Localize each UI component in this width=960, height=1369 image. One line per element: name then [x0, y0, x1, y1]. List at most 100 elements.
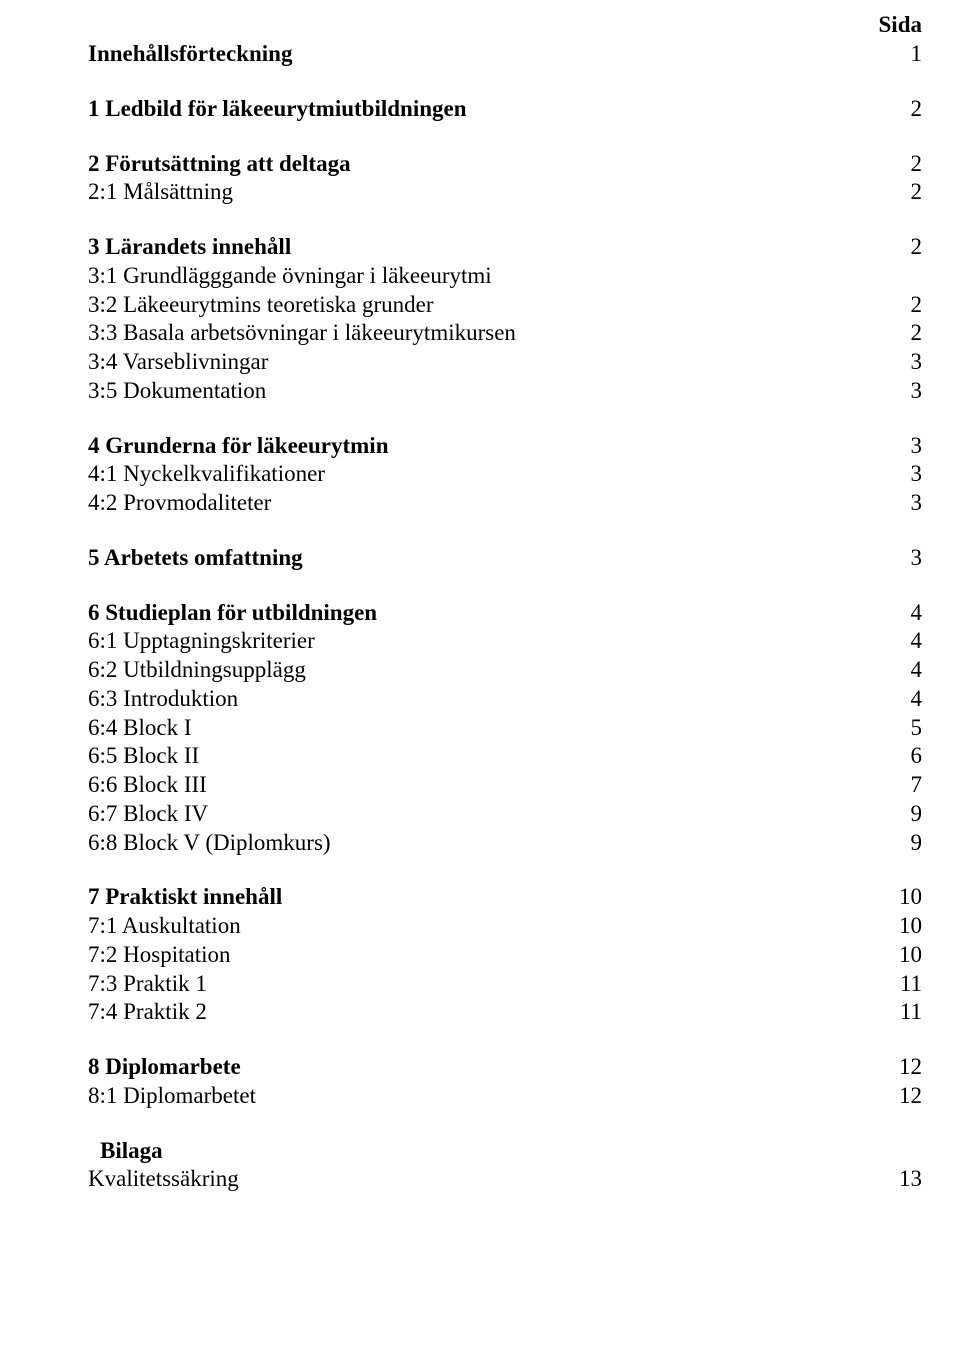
toc-row: Bilaga — [88, 1137, 932, 1166]
toc-gap — [88, 207, 932, 233]
toc-row: 4:2 Provmodaliteter3 — [88, 489, 932, 518]
toc-page-number: 2 — [866, 233, 932, 262]
toc-page-number: 2 — [866, 95, 932, 124]
toc-label: 4 Grunderna för läkeeurytmin — [88, 432, 866, 461]
toc-gap — [88, 1027, 932, 1053]
toc-gap — [88, 406, 932, 432]
toc-label: 3:3 Basala arbetsövningar i läkeeurytmik… — [88, 319, 866, 348]
toc-page-number: 2 — [866, 150, 932, 179]
toc-label: 8 Diplomarbete — [88, 1053, 866, 1082]
toc-page-number: 2 — [866, 291, 932, 320]
toc-label: Bilaga — [88, 1137, 866, 1166]
toc-gap — [88, 1111, 932, 1137]
table-of-contents: Innehållsförteckning11 Ledbild för läkee… — [88, 40, 932, 1194]
toc-row: 3:5 Dokumentation3 — [88, 377, 932, 406]
toc-page-number: 12 — [866, 1082, 932, 1111]
toc-row: 6 Studieplan för utbildningen4 — [88, 599, 932, 628]
toc-label: 2 Förutsättning att deltaga — [88, 150, 866, 179]
toc-row: 6:8 Block V (Diplomkurs)9 — [88, 829, 932, 858]
toc-page-number: 9 — [866, 800, 932, 829]
toc-page-number: 2 — [866, 178, 932, 207]
toc-label: 3:5 Dokumentation — [88, 377, 866, 406]
toc-gap — [88, 573, 932, 599]
toc-page-number: 5 — [866, 714, 932, 743]
toc-label: 6:3 Introduktion — [88, 685, 866, 714]
toc-label: 6:2 Utbildningsupplägg — [88, 656, 866, 685]
toc-row: Innehållsförteckning1 — [88, 40, 932, 69]
toc-page-number: 3 — [866, 348, 932, 377]
toc-page-number: 12 — [866, 1053, 932, 1082]
toc-page-number: 3 — [866, 489, 932, 518]
toc-page-number: 6 — [866, 742, 932, 771]
toc-page-number: 4 — [866, 656, 932, 685]
toc-row: 8 Diplomarbete12 — [88, 1053, 932, 1082]
toc-label: 3:2 Läkeeurytmins teoretiska grunder — [88, 291, 866, 320]
toc-row: 1 Ledbild för läkeeurytmiutbildningen2 — [88, 95, 932, 124]
toc-label: 6:1 Upptagningskriterier — [88, 627, 866, 656]
toc-label: 8:1 Diplomarbetet — [88, 1082, 866, 1111]
toc-row: 6:1 Upptagningskriterier4 — [88, 627, 932, 656]
toc-page-number: 4 — [866, 685, 932, 714]
toc-label: 2:1 Målsättning — [88, 178, 866, 207]
toc-row: 3:2 Läkeeurytmins teoretiska grunder2 — [88, 291, 932, 320]
toc-label: 3 Lärandets innehåll — [88, 233, 866, 262]
toc-label: 1 Ledbild för läkeeurytmiutbildningen — [88, 95, 866, 124]
toc-row: 6:6 Block III7 — [88, 771, 932, 800]
toc-row: 6:3 Introduktion4 — [88, 685, 932, 714]
toc-label: Innehållsförteckning — [88, 40, 866, 69]
toc-page-number: 1 — [866, 40, 932, 69]
toc-row: 3:1 Grundlägggande övningar i läkeeurytm… — [88, 262, 932, 291]
toc-label: Kvalitetssäkring — [88, 1165, 866, 1194]
toc-label: 6:7 Block IV — [88, 800, 866, 829]
toc-row: 4 Grunderna för läkeeurytmin3 — [88, 432, 932, 461]
toc-page-number: 11 — [866, 970, 932, 999]
toc-gap — [88, 124, 932, 150]
toc-gap — [88, 857, 932, 883]
toc-label: 6:8 Block V (Diplomkurs) — [88, 829, 866, 858]
toc-label: 4:2 Provmodaliteter — [88, 489, 866, 518]
toc-row: 7:4 Praktik 211 — [88, 998, 932, 1027]
toc-label: 7:4 Praktik 2 — [88, 998, 866, 1027]
toc-page-number: 13 — [866, 1165, 932, 1194]
toc-row: 3:4 Varseblivningar3 — [88, 348, 932, 377]
toc-label: 7 Praktiskt innehåll — [88, 883, 866, 912]
toc-gap — [88, 518, 932, 544]
toc-row: 2:1 Målsättning2 — [88, 178, 932, 207]
toc-page-number: 10 — [866, 941, 932, 970]
toc-page-number: 3 — [866, 460, 932, 489]
toc-row: 7:2 Hospitation10 — [88, 941, 932, 970]
toc-row: 7:1 Auskultation10 — [88, 912, 932, 941]
toc-row: 7:3 Praktik 111 — [88, 970, 932, 999]
toc-row: 5 Arbetets omfattning3 — [88, 544, 932, 573]
toc-row: 6:4 Block I5 — [88, 714, 932, 743]
toc-label: 7:1 Auskultation — [88, 912, 866, 941]
toc-row: 2 Förutsättning att deltaga2 — [88, 150, 932, 179]
toc-label: 3:4 Varseblivningar — [88, 348, 866, 377]
toc-label: 6:6 Block III — [88, 771, 866, 800]
toc-label: 5 Arbetets omfattning — [88, 544, 866, 573]
page-header-sida: Sida — [866, 12, 932, 38]
toc-row: Kvalitetssäkring13 — [88, 1165, 932, 1194]
toc-page-number: 3 — [866, 544, 932, 573]
toc-row: 4:1 Nyckelkvalifikationer3 — [88, 460, 932, 489]
toc-label: 3:1 Grundlägggande övningar i läkeeurytm… — [88, 262, 866, 291]
toc-row: 8:1 Diplomarbetet12 — [88, 1082, 932, 1111]
toc-label: 4:1 Nyckelkvalifikationer — [88, 460, 866, 489]
toc-page-number: 4 — [866, 599, 932, 628]
toc-gap — [88, 69, 932, 95]
toc-row: 7 Praktiskt innehåll10 — [88, 883, 932, 912]
toc-label: 7:3 Praktik 1 — [88, 970, 866, 999]
toc-page-number: 11 — [866, 998, 932, 1027]
toc-row: 3 Lärandets innehåll2 — [88, 233, 932, 262]
toc-page-number: 3 — [866, 377, 932, 406]
toc-page-number: 9 — [866, 829, 932, 858]
toc-page-number: 3 — [866, 432, 932, 461]
toc-label: 6:5 Block II — [88, 742, 866, 771]
toc-page-number: 4 — [866, 627, 932, 656]
toc-row: 3:3 Basala arbetsövningar i läkeeurytmik… — [88, 319, 932, 348]
document-page: Sida Innehållsförteckning11 Ledbild för … — [0, 0, 960, 1369]
toc-label: 6:4 Block I — [88, 714, 866, 743]
toc-row: 6:2 Utbildningsupplägg4 — [88, 656, 932, 685]
toc-page-number: 2 — [866, 319, 932, 348]
toc-row: 6:7 Block IV9 — [88, 800, 932, 829]
